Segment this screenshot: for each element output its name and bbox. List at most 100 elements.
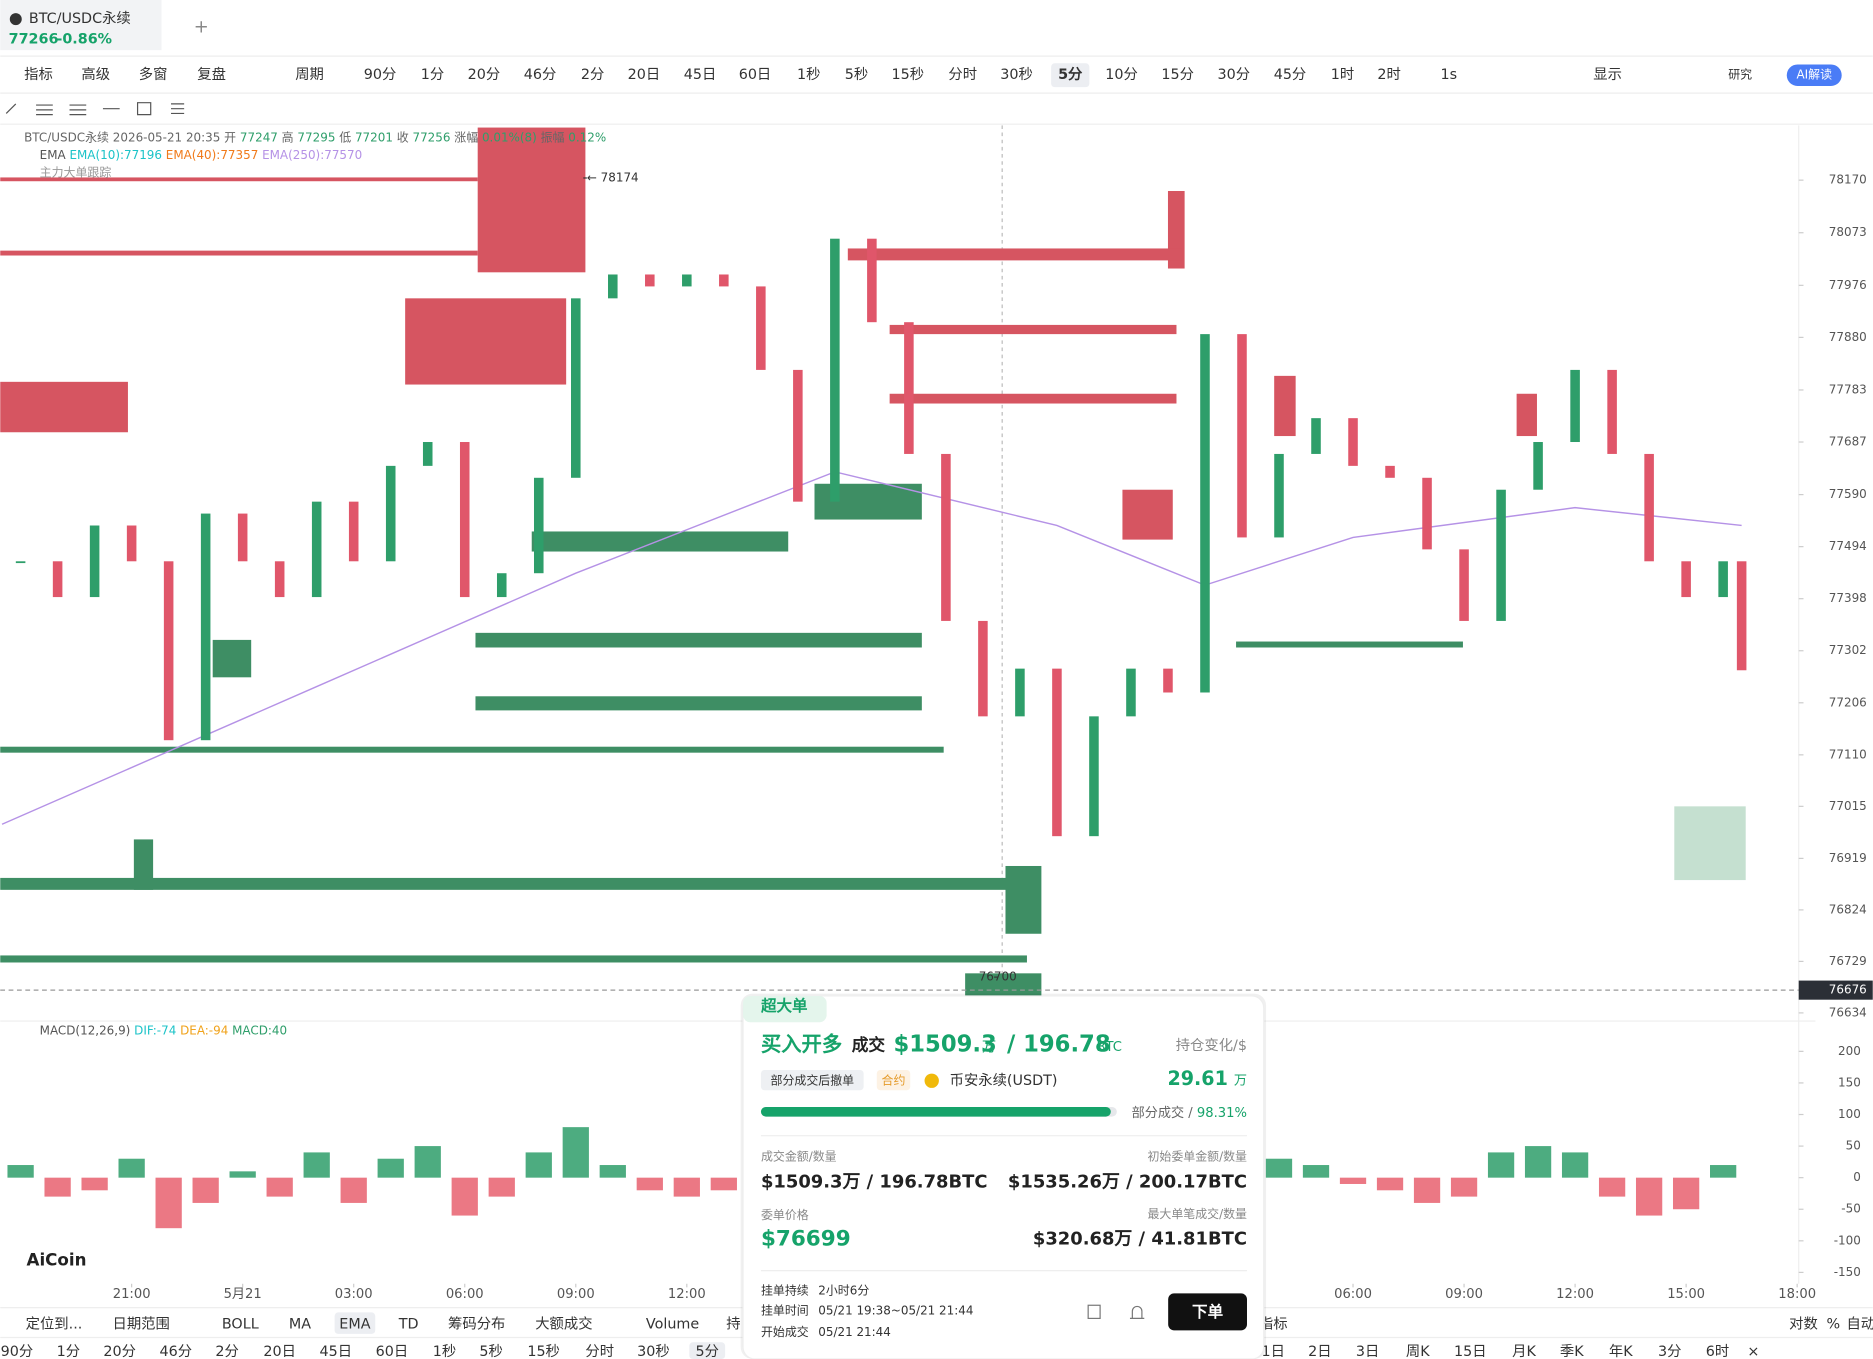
period-tab[interactable]: 2分	[581, 66, 604, 83]
period-tab[interactable]: 1秒	[797, 66, 820, 83]
popup-card	[742, 995, 1265, 1359]
order-wall	[212, 639, 252, 678]
period-tab[interactable]: 15分	[1161, 66, 1194, 83]
amount-unit: 万	[982, 1039, 996, 1055]
bottom-period[interactable]: 15日	[1454, 1344, 1487, 1359]
bottom-period[interactable]: 45日	[320, 1344, 353, 1359]
ohlc-info: BTC/USDC永续 2026-05-21 20:35 开 77247 高 77…	[24, 129, 606, 144]
bottom-period[interactable]: 5分	[695, 1343, 718, 1359]
order-button: 下单	[1192, 1302, 1224, 1321]
bottom-tool[interactable]: %	[1827, 1316, 1841, 1332]
period-tab[interactable]: 45分	[1274, 66, 1307, 83]
bottom-period[interactable]: 20分	[103, 1343, 136, 1359]
candle	[1237, 334, 1247, 538]
order-wall	[847, 248, 1183, 261]
bottom-tool[interactable]: Volume	[646, 1316, 699, 1332]
bottom-period[interactable]: 周K	[1406, 1344, 1430, 1359]
bottom-tool[interactable]: 筹码分布	[448, 1315, 505, 1332]
period-tab[interactable]: 1分	[421, 66, 444, 83]
field-value: 77256	[413, 130, 451, 144]
amount: $1509.3	[894, 1031, 997, 1057]
period-tab[interactable]: 45日	[684, 67, 717, 83]
bottom-period[interactable]: 60日	[376, 1344, 409, 1359]
toolbar-item[interactable]: 复盘	[197, 65, 226, 83]
bottom-period[interactable]: 90分	[1, 1343, 34, 1359]
period-tab[interactable]: 20日	[628, 67, 661, 83]
candle	[200, 513, 211, 741]
bottom-period[interactable]: 15秒	[527, 1343, 560, 1359]
bottom-tool[interactable]: 自动	[1846, 1315, 1873, 1332]
period-tab[interactable]: 90分	[364, 66, 397, 83]
toolbar-item[interactable]: 高级	[81, 66, 110, 83]
period-tab[interactable]: 5秒	[845, 66, 868, 83]
bottom-period[interactable]: 月K	[1512, 1344, 1536, 1359]
period-tab[interactable]: 20分	[468, 66, 501, 83]
bottom-tool[interactable]: EMA	[339, 1316, 370, 1332]
period-tab[interactable]: 10分	[1105, 66, 1138, 83]
macd-bar	[266, 1177, 293, 1197]
bottom-period[interactable]: 季K	[1560, 1343, 1584, 1359]
pos-change: 29.61	[1167, 1067, 1227, 1090]
toolbar-item[interactable]: 多窗	[139, 65, 168, 83]
candle	[385, 465, 396, 562]
bottom-tool[interactable]: 定位到...	[26, 1315, 83, 1332]
period-tab[interactable]: 46分	[524, 66, 557, 83]
period-tab[interactable]: 1s	[1441, 67, 1458, 83]
icon-note[interactable]	[1087, 1304, 1101, 1319]
bottom-period[interactable]: 1日	[1262, 1344, 1285, 1359]
period-tab[interactable]: 1时	[1331, 66, 1354, 83]
period-tab[interactable]: 30秒	[1000, 66, 1033, 83]
bottom-tool[interactable]: 对数	[1789, 1315, 1818, 1332]
toolbar-item[interactable]: 指标	[24, 66, 53, 83]
bottom-tool[interactable]: 大额成交	[535, 1314, 592, 1332]
time-label: 挂单时间	[761, 1304, 809, 1318]
period-tab[interactable]: 30分	[1218, 66, 1251, 83]
period-tab[interactable]: 5分	[1058, 66, 1083, 83]
period-tab[interactable]: 60日	[739, 67, 772, 83]
bottom-period[interactable]: 6时	[1706, 1343, 1729, 1359]
bottom-period[interactable]: 1秒	[433, 1343, 456, 1359]
bottom-period[interactable]: 5秒	[479, 1343, 502, 1359]
action: 买入开多	[761, 1032, 842, 1056]
period-tab[interactable]: 分时	[948, 66, 977, 83]
macd-bar	[7, 1165, 34, 1178]
add-tab[interactable]: +	[194, 16, 209, 37]
candle	[126, 525, 137, 562]
bottom-tool[interactable]: MA	[289, 1316, 311, 1332]
ai-button[interactable]: AI解读	[1796, 68, 1832, 82]
toolbar-item[interactable]: 研究	[1728, 67, 1752, 82]
macd-bar	[192, 1177, 219, 1203]
macd-bar	[525, 1152, 552, 1178]
tab[interactable]	[0, 0, 162, 51]
icon-bell[interactable]	[1129, 1305, 1145, 1319]
bottom-tool[interactable]: BOLL	[222, 1316, 259, 1332]
bottom-period[interactable]: 年K	[1609, 1343, 1633, 1359]
toolbar-item[interactable]: 周期	[295, 66, 324, 83]
bottom-period[interactable]: 3日	[1356, 1344, 1379, 1359]
macd-bar	[1598, 1177, 1626, 1197]
tracker-label: 主力大单跟踪	[40, 166, 112, 180]
bottom-period[interactable]: 2日	[1308, 1344, 1331, 1359]
x-tick-label: 15:00	[1667, 1287, 1705, 1302]
bottom-period[interactable]: 46分	[160, 1343, 193, 1359]
bottom-period[interactable]: 分时	[585, 1343, 614, 1359]
toolbar-item[interactable]: 显示	[1593, 67, 1622, 83]
bottom-tool[interactable]: 指标	[1259, 1315, 1288, 1332]
bottom-tool[interactable]: 持	[726, 1315, 740, 1332]
bottom-period[interactable]: 2分	[215, 1343, 238, 1359]
bottom-period[interactable]: 1分	[57, 1343, 80, 1359]
fill-info: 部分成交 / 98.31%	[1132, 1103, 1247, 1120]
bottom-tool[interactable]: 日期范围	[112, 1315, 169, 1332]
candle	[1570, 369, 1580, 443]
tool-icons[interactable]	[5, 102, 185, 116]
order-button-bg[interactable]	[1168, 1293, 1247, 1331]
bottom-period[interactable]: 30秒	[637, 1343, 670, 1359]
bottom-period[interactable]: ×	[1747, 1344, 1759, 1359]
bottom-period[interactable]: 3分	[1658, 1343, 1681, 1359]
bottom-tool[interactable]: TD	[398, 1316, 419, 1332]
macd-bar	[1672, 1177, 1700, 1210]
bottom-period[interactable]: 20日	[263, 1344, 296, 1359]
period-tab[interactable]: 15秒	[892, 66, 925, 83]
period-tab[interactable]: 2时	[1377, 66, 1400, 83]
ema-value: EMA(250):77570	[262, 148, 362, 162]
